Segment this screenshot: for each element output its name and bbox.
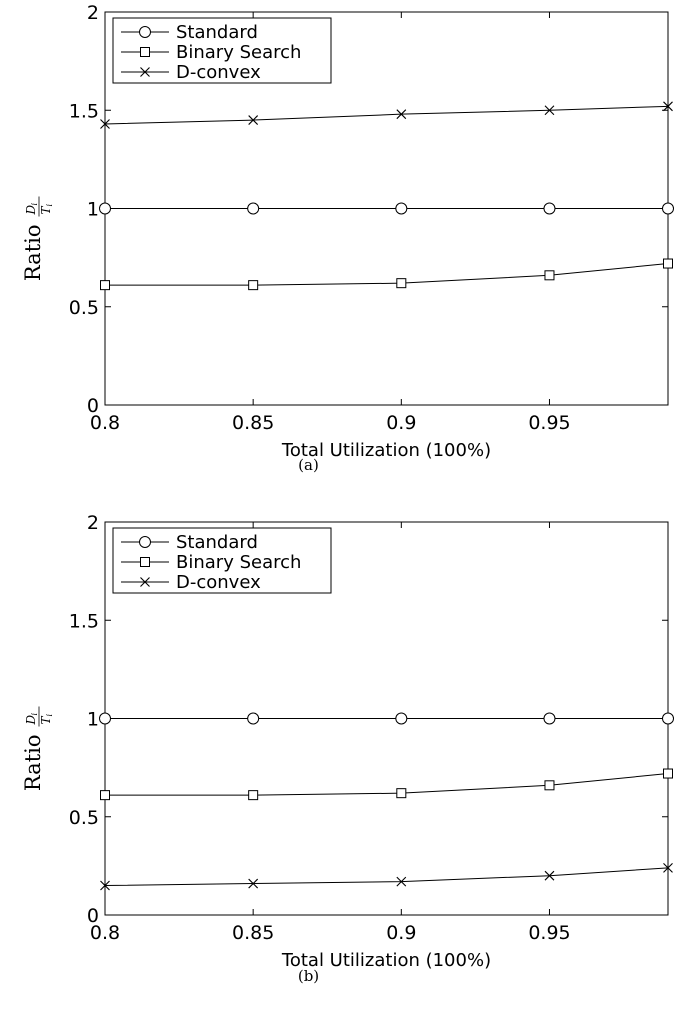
data-point	[396, 788, 407, 799]
data-point	[248, 280, 259, 291]
y-tick-label: 1.5	[69, 100, 99, 122]
legend-label: Standard	[176, 22, 258, 43]
y-tick-label: 1	[87, 199, 99, 221]
data-point	[543, 202, 556, 215]
series-line	[104, 105, 669, 125]
data-point	[99, 712, 111, 725]
data-point	[663, 258, 673, 269]
legend-label: D-convex	[176, 62, 261, 83]
y-axis-label-prefix: Ratio	[21, 735, 45, 792]
y-tick-label: 2	[87, 512, 99, 534]
series-x	[100, 101, 673, 129]
x-tick-label: 0.95	[528, 922, 570, 944]
x-tick-label: 0.95	[528, 412, 570, 434]
y-axis-label-numerator: D	[24, 205, 38, 216]
legend-marker	[139, 536, 151, 548]
legend-marker	[139, 26, 151, 38]
series-circle	[99, 712, 674, 725]
data-point	[100, 790, 110, 801]
data-point	[248, 878, 259, 889]
series-x	[100, 862, 673, 891]
y-tick-label: 1	[87, 709, 99, 731]
data-point	[100, 880, 110, 891]
data-point	[663, 862, 673, 873]
data-point	[544, 105, 555, 116]
y-tick-label: 2	[87, 2, 99, 24]
data-point	[663, 768, 673, 779]
data-point	[396, 876, 407, 887]
legend-label: Binary Search	[176, 552, 301, 573]
x-tick-label: 0.8	[90, 922, 120, 944]
legend-marker	[140, 67, 150, 77]
y-axis-label-numerator-sub: i	[30, 713, 39, 716]
data-point	[99, 202, 111, 215]
y-axis-label-prefix: Ratio	[21, 225, 45, 282]
figure-caption: (a)	[298, 456, 319, 474]
x-tick-label: 0.9	[386, 922, 416, 944]
x-tick-label: 0.85	[232, 412, 274, 434]
series-line	[104, 867, 669, 887]
series-square	[100, 768, 673, 801]
legend-marker	[140, 557, 150, 567]
data-point	[247, 712, 260, 725]
series-line	[105, 263, 669, 286]
y-axis-label-numerator-sub: i	[30, 203, 39, 206]
data-point	[396, 109, 407, 120]
y-axis-label-denominator-sub: i	[45, 204, 54, 207]
data-point	[248, 790, 259, 801]
data-point	[544, 270, 555, 281]
data-point	[395, 712, 408, 725]
chart-panel-b: 0.8 0.85 0.9 0.95 0 0.5 1 1.5 2 Total Utilization…	[21, 512, 674, 985]
data-point	[100, 280, 110, 291]
y-axis-label-denominator-sub: i	[45, 714, 54, 717]
x-axis-label: Total Utilization (100%)	[281, 440, 491, 461]
legend-marker	[140, 47, 150, 57]
data-point	[248, 115, 259, 125]
data-point	[662, 712, 674, 725]
data-point	[663, 101, 673, 112]
y-tick-label: 0	[87, 905, 99, 927]
legend-marker	[140, 577, 150, 587]
y-axis-label-denominator: T	[39, 716, 53, 725]
data-point	[543, 712, 556, 725]
data-point	[544, 780, 555, 791]
chart-panel-a: 0.8 0.85 0.9 0.95 0 0.5 1 1.5 2 Total Utilization…	[21, 2, 674, 474]
series-line	[105, 773, 669, 796]
x-axis-label: Total Utilization (100%)	[281, 950, 491, 971]
x-tick-label: 0.8	[90, 412, 120, 434]
figure-caption: (b)	[298, 967, 319, 985]
data-point	[396, 278, 407, 289]
series-square	[100, 258, 673, 291]
data-point	[662, 202, 674, 215]
series-circle	[99, 202, 674, 215]
data-point	[247, 202, 260, 215]
data-point	[395, 202, 408, 215]
x-tick-label: 0.9	[386, 412, 416, 434]
y-axis-label-numerator: D	[24, 715, 38, 726]
y-tick-label: 1.5	[69, 610, 99, 632]
legend-label: D-convex	[176, 572, 261, 593]
legend-label: Binary Search	[176, 42, 301, 63]
data-point	[100, 119, 110, 129]
y-tick-label: 0.5	[69, 297, 99, 319]
y-tick-label: 0	[87, 395, 99, 417]
y-axis-label-denominator: T	[39, 206, 53, 215]
data-point	[544, 870, 555, 881]
x-tick-label: 0.85	[232, 922, 274, 944]
legend-label: Standard	[176, 532, 258, 553]
y-tick-label: 0.5	[69, 807, 99, 829]
